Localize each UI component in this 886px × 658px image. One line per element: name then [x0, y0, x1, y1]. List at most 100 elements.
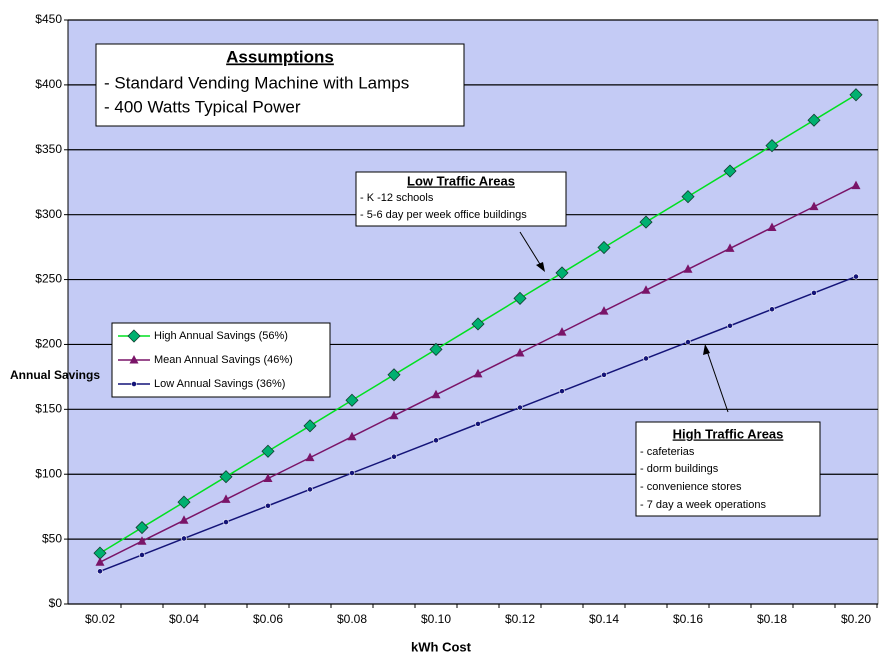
- marker: [639, 215, 653, 229]
- marker: [431, 389, 441, 399]
- marker: [641, 285, 651, 294]
- annotation-title: Assumptions: [226, 47, 334, 66]
- marker: [127, 329, 141, 343]
- annotation-text: - 400 Watts Typical Power: [104, 97, 301, 116]
- x-tick-label: $0.08: [337, 612, 367, 626]
- marker: [557, 327, 567, 336]
- marker: [303, 419, 317, 433]
- marker: [601, 371, 607, 378]
- x-tick-label: $0.12: [505, 612, 535, 626]
- marker: [811, 290, 817, 296]
- marker: [135, 520, 149, 535]
- x-tick-label: $0.16: [673, 612, 703, 626]
- marker: [769, 306, 775, 313]
- annotation-text: - K -12 schools: [360, 192, 434, 204]
- marker: [559, 388, 565, 395]
- annotation-text: - cafeterias: [640, 446, 695, 458]
- marker: [219, 470, 233, 484]
- x-tick-label: $0.02: [85, 612, 115, 626]
- x-tick-label: $0.10: [421, 612, 451, 626]
- annotation-text: - 5-6 day per week office buildings: [360, 209, 527, 221]
- marker: [139, 552, 145, 558]
- annotation-text: - convenience stores: [640, 481, 742, 493]
- marker: [681, 190, 695, 204]
- y-tick-label: $350: [35, 142, 62, 156]
- marker: [429, 342, 443, 356]
- arrow: [519, 231, 544, 270]
- marker: [599, 306, 609, 315]
- marker: [129, 355, 139, 364]
- annotation-text: - 7 day a week operations: [640, 499, 766, 511]
- y-tick-label: $100: [35, 466, 62, 480]
- marker: [853, 273, 859, 280]
- marker: [391, 453, 397, 460]
- annotation-title: High Traffic Areas: [673, 426, 784, 441]
- y-tick-label: $150: [35, 402, 62, 416]
- marker: [307, 486, 313, 493]
- marker: [723, 164, 737, 178]
- marker: [181, 535, 187, 542]
- annotation-box: [635, 421, 821, 517]
- annotation-box: [95, 43, 465, 127]
- y-tick-label: $50: [42, 531, 62, 545]
- marker: [97, 568, 103, 575]
- marker: [177, 495, 191, 509]
- marker: [517, 404, 523, 411]
- arrow: [705, 347, 729, 413]
- marker: [265, 502, 271, 509]
- y-axis-label: Annual Savings: [10, 368, 100, 382]
- x-tick-label: $0.14: [589, 612, 619, 626]
- series-group: [93, 88, 863, 575]
- annotation-title: Low Traffic Areas: [407, 173, 515, 188]
- y-tick-label: $450: [35, 12, 62, 26]
- marker: [515, 348, 525, 357]
- x-tick-label: $0.20: [841, 612, 871, 626]
- marker: [851, 180, 861, 190]
- marker: [473, 368, 483, 378]
- marker: [179, 515, 189, 524]
- marker: [349, 470, 355, 476]
- x-tick-label: $0.06: [253, 612, 283, 626]
- y-tick-label: $300: [35, 207, 62, 221]
- marker: [767, 222, 777, 232]
- marker: [131, 381, 137, 387]
- legend: High Annual Savings (56%) Mean Annual Sav…: [111, 322, 331, 398]
- legend-label: Mean Annual Savings (46%): [154, 354, 293, 366]
- marker: [513, 291, 527, 305]
- y-tick-label: $250: [35, 272, 62, 286]
- marker: [725, 243, 735, 252]
- annotation-text: - Standard Vending Machine with Lamps: [104, 73, 409, 92]
- marker: [387, 368, 401, 382]
- marker: [95, 557, 105, 566]
- y-tick-label: $400: [35, 77, 62, 91]
- marker: [263, 473, 273, 483]
- marker: [727, 322, 733, 329]
- y-tick-label: $200: [35, 337, 62, 351]
- marker: [685, 339, 691, 346]
- marker: [347, 431, 357, 441]
- arrow-head: [536, 262, 545, 272]
- marker: [137, 536, 147, 545]
- marker: [475, 420, 481, 427]
- annotation-box: [355, 171, 567, 227]
- y-tick-label: $0: [49, 596, 63, 610]
- marker: [345, 393, 359, 407]
- marker: [849, 88, 863, 102]
- marker: [305, 452, 315, 462]
- marker: [471, 317, 485, 331]
- marker: [389, 410, 399, 420]
- marker: [261, 444, 275, 458]
- marker: [643, 355, 649, 362]
- x-tick-label: $0.04: [169, 612, 199, 626]
- annotation-text: - dorm buildings: [640, 463, 719, 475]
- marker: [683, 264, 693, 273]
- marker: [765, 139, 779, 153]
- arrow-head: [703, 344, 710, 355]
- marker: [597, 240, 611, 255]
- marker: [433, 437, 439, 444]
- marker: [807, 113, 821, 127]
- marker: [809, 201, 819, 211]
- marker: [221, 494, 231, 503]
- marker: [555, 266, 569, 280]
